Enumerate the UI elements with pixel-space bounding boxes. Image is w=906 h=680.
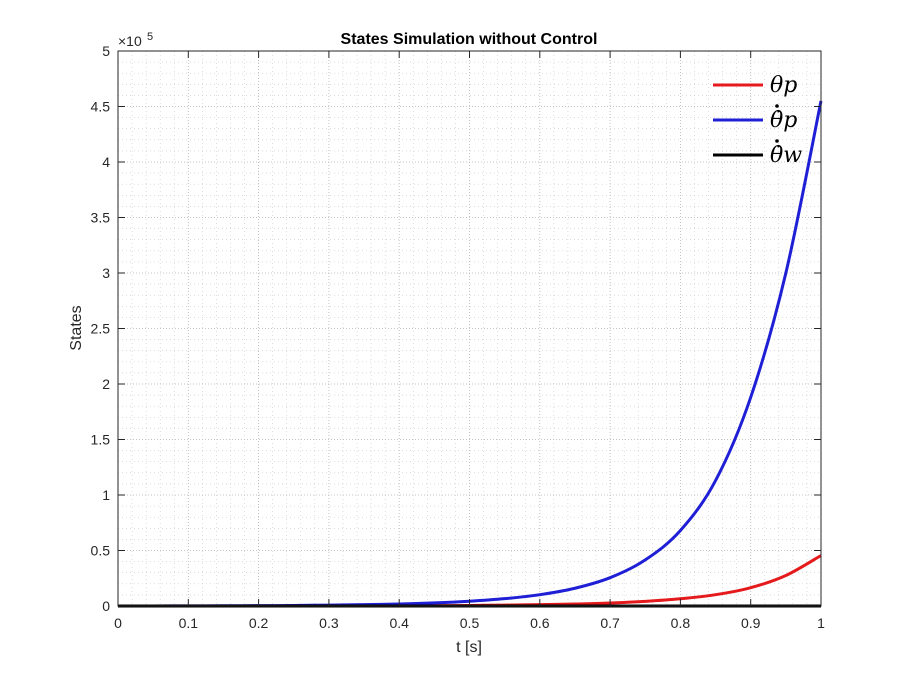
y-axis-ticks: 0 0.5 1 1.5 2 2.5 3 3.5 4 4.5 5 (91, 43, 821, 614)
x-axis-label: t [s] (456, 639, 482, 656)
y-tick-label: 2 (102, 376, 110, 392)
y-tick-label: 0.5 (91, 543, 111, 559)
x-tick-label: 0.8 (671, 615, 691, 631)
x-tick-label: 0.9 (741, 615, 761, 631)
y-tick-label: 4.5 (91, 99, 111, 115)
legend-entry-theta-w-dot: θ̇w (770, 143, 802, 168)
y-tick-label: 1.5 (91, 432, 111, 448)
y-exponent-base: ×10 (118, 33, 142, 49)
chart-title: States Simulation without Control (341, 31, 598, 48)
legend: θp θ̇p θ̇w (713, 73, 802, 168)
x-tick-label: 1 (817, 615, 825, 631)
x-tick-label: 0.6 (530, 615, 550, 631)
major-grid (118, 51, 821, 606)
legend-dot-accent (775, 104, 779, 108)
y-tick-label: 3 (102, 265, 110, 281)
y-exponent-power: 5 (147, 31, 153, 43)
y-tick-label: 4 (102, 154, 110, 170)
y-tick-label: 2.5 (91, 321, 111, 337)
legend-dot-accent (775, 139, 779, 143)
y-exponent: ×10 5 (118, 31, 153, 49)
x-tick-label: 0.4 (389, 615, 409, 631)
x-tick-label: 0 (114, 615, 122, 631)
y-tick-label: 1 (102, 487, 110, 503)
minor-grid (118, 51, 821, 606)
x-tick-label: 0.3 (319, 615, 339, 631)
y-tick-label: 3.5 (91, 210, 111, 226)
x-tick-label: 0.1 (179, 615, 199, 631)
x-tick-label: 0.7 (600, 615, 620, 631)
legend-entry-theta-p-dot: θ̇p (770, 108, 797, 133)
x-tick-label: 0.2 (249, 615, 269, 631)
y-tick-label: 5 (102, 43, 110, 59)
y-tick-label: 0 (102, 598, 110, 614)
y-axis-label: States (68, 305, 85, 350)
x-tick-label: 0.5 (460, 615, 480, 631)
x-axis-ticks: 0 0.1 0.2 0.3 0.4 0.5 0.6 0.7 0.8 0.9 1 (114, 51, 825, 631)
legend-entry-theta-p: θp (770, 73, 797, 98)
